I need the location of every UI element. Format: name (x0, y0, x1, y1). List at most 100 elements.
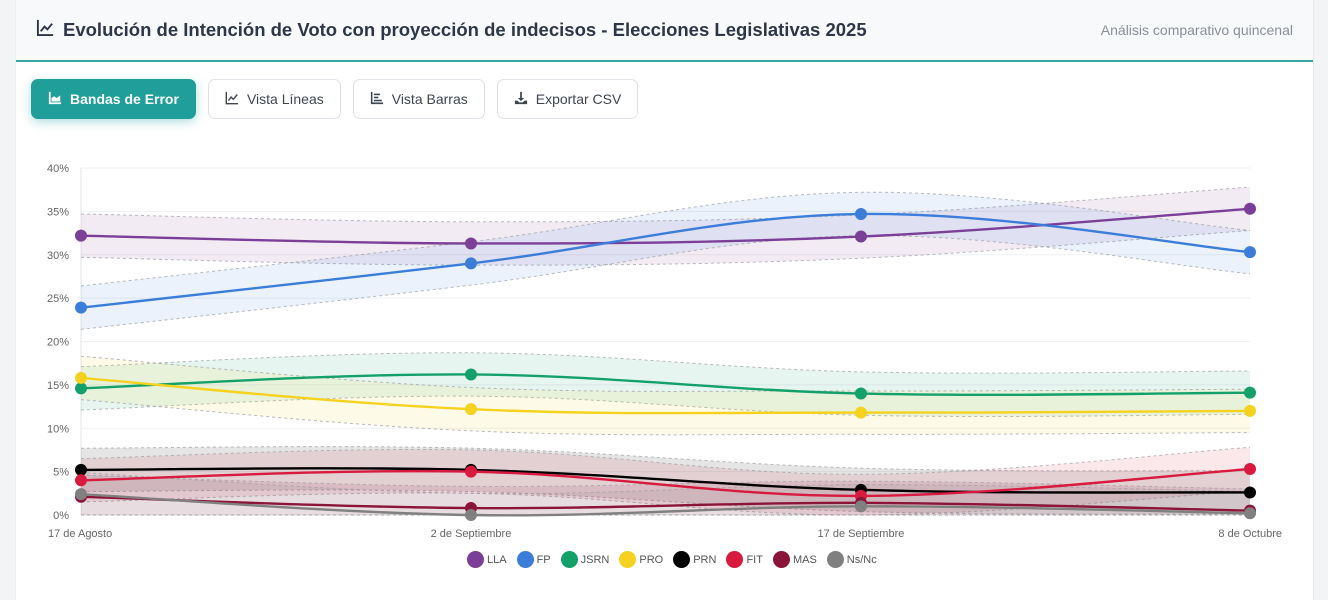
data-point (1244, 404, 1256, 417)
area-chart-icon (48, 91, 62, 108)
data-point (464, 237, 477, 250)
data-point (854, 387, 867, 400)
data-point (75, 474, 87, 487)
legend-item[interactable]: LLA (467, 551, 507, 568)
series-line-lla (80, 207, 1251, 245)
legend-label: PRO (639, 553, 664, 566)
line-view-button[interactable]: Vista Líneas (207, 79, 341, 119)
legend-item[interactable]: Ns/Nc (826, 551, 877, 568)
series-line-fit (80, 467, 1251, 498)
error-bands-button[interactable]: Bandas de Error (31, 79, 196, 119)
y-tick-label: 40% (47, 163, 69, 175)
series-line-nsnc (80, 492, 1251, 517)
legend-swatch (516, 551, 534, 568)
error-band-upper (80, 471, 1251, 495)
series-line-mas (80, 495, 1251, 512)
legend-label: FP (536, 553, 551, 566)
x-tick-label: 8 de Octubre (1218, 528, 1282, 540)
data-point (75, 488, 87, 501)
legend-item[interactable]: FP (516, 551, 551, 568)
x-tick-label: 17 de Agosto (48, 528, 112, 540)
y-tick-label: 20% (47, 337, 69, 349)
y-tick-label: 0% (53, 510, 69, 522)
error-band-lower (80, 489, 1251, 515)
download-icon (514, 91, 528, 108)
error-band-lower (80, 395, 1251, 418)
chart-legend: LLA FP JSRN PRO PRN FIT MAS Ns/Nc (467, 551, 881, 568)
data-point (1244, 463, 1256, 476)
error-band-upper (80, 352, 1251, 374)
data-point (75, 229, 87, 242)
error-band-lower (80, 229, 1251, 266)
data-point (464, 509, 477, 521)
data-point (464, 368, 477, 381)
export-csv-button[interactable]: Exportar CSV (496, 79, 639, 119)
y-tick-label: 35% (47, 206, 69, 218)
button-label: Vista Líneas (246, 91, 324, 107)
legend-label: Ns/Nc (846, 553, 877, 566)
legend-swatch (673, 551, 691, 568)
y-tick-label: 5% (53, 467, 69, 479)
legend-swatch (560, 551, 578, 568)
legend-label: MAS (792, 553, 817, 566)
legend-item[interactable]: FIT (726, 551, 763, 568)
title-text: Evolución de Intención de Voto con proye… (63, 19, 867, 40)
data-point (854, 500, 867, 513)
data-point (1244, 507, 1256, 520)
legend-label: PRN (693, 553, 717, 566)
legend-swatch (726, 551, 744, 568)
error-band (81, 192, 1250, 330)
data-point (75, 371, 87, 384)
error-band-lower (80, 235, 1251, 330)
legend-swatch (619, 551, 637, 568)
legend-label: LLA (487, 553, 507, 566)
bar-view-button[interactable]: Vista Barras (352, 79, 485, 119)
data-point (1244, 386, 1256, 399)
line-chart-icon (36, 18, 55, 42)
chart-card: Evolución de Intención de Voto con proye… (15, 0, 1314, 600)
series-line-prn (80, 467, 1251, 494)
data-point (75, 301, 87, 314)
bar-chart-icon (370, 91, 384, 108)
card-header: Evolución de Intención de Voto con proye… (16, 0, 1313, 62)
series-line-fp (80, 212, 1251, 309)
y-tick-label: 25% (47, 293, 69, 305)
legend-label: JSRN (580, 553, 610, 566)
data-point (854, 207, 867, 220)
error-band-upper (80, 186, 1251, 223)
vote-intention-chart: 0% 5% 10% 15% 20% 25% 30% 35% 40% 17 de Agosto 2 d… (47, 163, 1282, 540)
legend-swatch (772, 551, 790, 568)
error-band (81, 187, 1250, 266)
page-title: Evolución de Intención de Voto con proye… (36, 18, 867, 42)
error-band (81, 356, 1250, 435)
error-band-upper (80, 355, 1251, 392)
error-band-upper (80, 446, 1251, 472)
error-band-lower (80, 399, 1251, 436)
data-point (464, 257, 477, 270)
legend-swatch (467, 551, 484, 568)
data-point (1244, 246, 1256, 259)
series-line-pro (80, 376, 1251, 415)
data-point (854, 230, 867, 243)
data-point (1244, 202, 1256, 215)
legend-item[interactable]: PRO (619, 551, 663, 568)
legend-label: FIT (746, 553, 763, 566)
line-chart-icon (225, 91, 239, 108)
error-band-upper (80, 191, 1251, 287)
error-band-lower (80, 490, 1251, 516)
legend-item[interactable]: MAS (772, 551, 817, 568)
button-label: Vista Barras (391, 91, 468, 107)
series-line-jsrn (80, 373, 1251, 397)
error-band-upper (80, 474, 1251, 490)
data-point (75, 463, 87, 476)
error-band-upper (80, 446, 1251, 475)
data-point (464, 465, 477, 478)
legend-item[interactable]: PRN (673, 551, 716, 568)
data-point (75, 382, 87, 395)
legend-swatch (826, 551, 844, 568)
y-tick-label: 30% (47, 250, 69, 262)
legend-item[interactable]: JSRN (560, 551, 610, 568)
error-band (81, 447, 1250, 516)
toolbar: Bandas de Error Vista Líneas Vista Barra… (31, 79, 639, 119)
data-point (854, 406, 867, 419)
